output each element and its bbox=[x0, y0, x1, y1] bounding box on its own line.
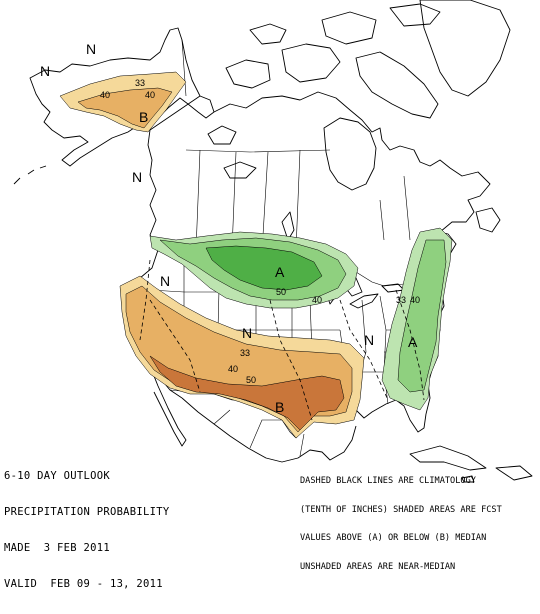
arctic-island-1 bbox=[225, 59, 271, 89]
contour-50-south: 50 bbox=[246, 375, 256, 385]
alaska-canada-border bbox=[181, 39, 187, 97]
coastlines bbox=[13, 0, 533, 483]
aleutian-islands bbox=[13, 165, 47, 185]
climatology-line-2 bbox=[269, 299, 313, 421]
precipitation-outlook-map: N N N N N N B B A A 33 40 40 50 40 33 40… bbox=[4, 0, 533, 590]
mexico-outline bbox=[181, 397, 357, 463]
cuba bbox=[409, 445, 487, 471]
legend-line-2: (TENTH OF INCHES) SHADED AREAS ARE FCST bbox=[300, 504, 502, 515]
climatology-lines bbox=[139, 259, 425, 421]
baja-california bbox=[149, 365, 187, 447]
mexico-states bbox=[213, 409, 305, 457]
label-b-south: B bbox=[275, 399, 284, 415]
label-a-north: A bbox=[275, 264, 285, 280]
north-above-50 bbox=[205, 245, 323, 291]
east-above-40 bbox=[397, 239, 447, 393]
hudson-bay bbox=[323, 117, 377, 191]
contour-33-east: 33 bbox=[396, 295, 406, 305]
baffin-island bbox=[355, 51, 439, 119]
contour-33-south: 33 bbox=[240, 348, 250, 358]
legend-line-1: DASHED BLACK LINES ARE CLIMATOLOGY bbox=[300, 476, 476, 486]
map-canvas: N N N N N N B B A A 33 40 40 50 40 33 40… bbox=[13, 0, 533, 483]
label-a-east: A bbox=[408, 334, 418, 350]
info-made-date: MADE 3 FEB 2011 bbox=[4, 542, 110, 554]
bc-coast bbox=[147, 95, 201, 251]
contour-40-north: 40 bbox=[312, 295, 322, 305]
contour-50-north: 50 bbox=[276, 287, 286, 297]
contour-40-east: 40 bbox=[410, 295, 420, 305]
lake-winnipeg bbox=[281, 211, 295, 241]
info-subtitle: PRECIPITATION PROBABILITY bbox=[4, 506, 170, 518]
greenland-outline bbox=[419, 0, 511, 97]
canada-provinces bbox=[185, 149, 411, 253]
great-slave-lake bbox=[223, 161, 257, 179]
label-n-alaska-north: N bbox=[86, 41, 96, 57]
info-title: 6-10 DAY OUTLOOK bbox=[4, 470, 110, 482]
arctic-island-2 bbox=[281, 43, 341, 83]
label-b-alaska: B bbox=[139, 109, 148, 125]
alaska-outline bbox=[29, 27, 215, 167]
newfoundland bbox=[475, 207, 501, 233]
arctic-island-3 bbox=[321, 11, 377, 45]
contour-40-alaska-2: 40 bbox=[145, 90, 155, 100]
label-n-alaska-west: N bbox=[40, 63, 50, 79]
alaska-below-40 bbox=[77, 87, 173, 129]
south-below-shading bbox=[119, 275, 365, 439]
outlook-info: 6-10 DAY OUTLOOK PRECIPITATION PROBABILI… bbox=[4, 446, 170, 614]
south-below-50 bbox=[149, 355, 345, 431]
contour-33-alaska: 33 bbox=[135, 78, 145, 88]
map-legend: DASHED BLACK LINES ARE CLIMATOLOGY (TENT… bbox=[300, 458, 502, 591]
climatology-line-4 bbox=[395, 289, 425, 401]
label-n-east: N bbox=[364, 332, 374, 348]
label-n-northwest: N bbox=[160, 273, 170, 289]
hispaniola bbox=[495, 465, 533, 481]
contour-40-south: 40 bbox=[228, 364, 238, 374]
arctic-island-4 bbox=[249, 23, 287, 45]
jamaica bbox=[461, 475, 475, 483]
north-above-shading bbox=[149, 231, 359, 309]
great-bear-lake bbox=[207, 125, 237, 145]
lake-erie bbox=[349, 293, 379, 309]
legend-line-4: UNSHADED AREAS ARE NEAR-MEDIAN bbox=[300, 561, 456, 572]
east-above-shading bbox=[381, 227, 453, 411]
contour-40-alaska-1: 40 bbox=[100, 90, 110, 100]
label-n-central: N bbox=[242, 325, 252, 341]
arctic-island-5 bbox=[389, 3, 441, 27]
info-valid-dates: VALID FEB 09 - 13, 2011 bbox=[4, 578, 163, 590]
canada-north-coast bbox=[213, 91, 491, 233]
label-n-bc: N bbox=[132, 169, 142, 185]
alaska-below-shading bbox=[59, 71, 187, 133]
legend-line-3: VALUES ABOVE (A) OR BELOW (B) MEDIAN bbox=[300, 533, 487, 543]
climatology-line-3 bbox=[339, 299, 389, 401]
